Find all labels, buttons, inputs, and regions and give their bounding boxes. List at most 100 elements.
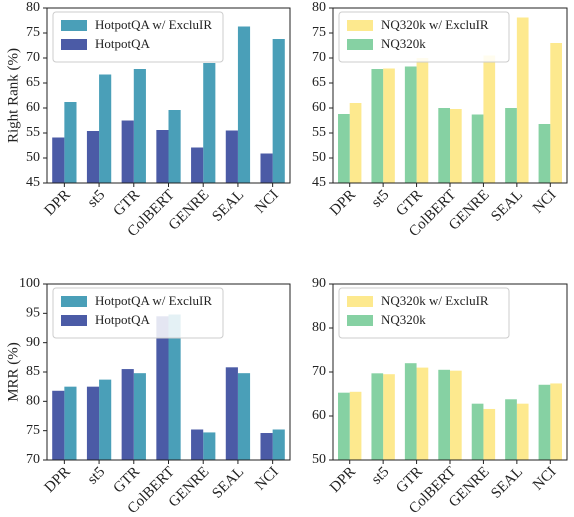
y-tick-label: 55: [26, 125, 40, 140]
legend-box: [338, 11, 510, 63]
y-tick-label: 75: [26, 25, 40, 40]
bar: [516, 403, 529, 460]
legend-swatch: [61, 39, 87, 50]
plot-frame: [46, 283, 291, 461]
x-tick-label: NCI: [252, 464, 282, 494]
y-tick-label: 75: [26, 423, 40, 438]
legend-swatch: [347, 315, 373, 326]
y-tick-label: 55: [312, 125, 326, 140]
bar: [450, 370, 462, 460]
bar: [99, 379, 112, 460]
x-tick-label: st5: [85, 464, 109, 488]
y-tick-label: 100: [19, 276, 40, 291]
legend-label: HotpotQA w/ ExcluIR: [95, 17, 212, 32]
y-tick-label: 70: [26, 452, 40, 467]
bar: [99, 74, 112, 183]
y-tick-label: 75: [312, 25, 326, 40]
bar: [371, 373, 384, 460]
legend: HotpotQA w/ ExcluIR HotpotQA: [52, 287, 224, 339]
y-tick-label: 70: [312, 364, 326, 379]
legend-label: HotpotQA: [95, 36, 151, 51]
legend-label: NQ320k: [381, 312, 426, 327]
bar: [225, 367, 238, 460]
bar: [471, 403, 484, 460]
x-tick-label: NCI: [530, 187, 560, 217]
bar: [133, 373, 146, 460]
x-tick-label: SEAL: [209, 187, 247, 225]
x-tick-label: st5: [369, 464, 393, 488]
bar: [338, 392, 350, 460]
y-tick-label: 65: [26, 75, 40, 90]
bar: [191, 147, 204, 183]
legend-box: [338, 287, 510, 339]
bar: [538, 384, 551, 460]
bar: [203, 63, 216, 183]
y-tick-label: 95: [26, 306, 40, 321]
y-tick-label: 70: [312, 50, 326, 65]
bar: [505, 108, 517, 183]
legend: NQ320k w/ ExcluIR NQ320k: [338, 287, 510, 339]
bar: [450, 109, 462, 183]
bar: [168, 314, 181, 460]
bar: [550, 383, 562, 460]
y-tick-label: 80: [312, 0, 326, 15]
bar: [64, 386, 77, 460]
bar: [203, 432, 216, 460]
y-tick-label: 90: [26, 335, 40, 350]
bar: [272, 429, 285, 460]
y-tick-label: 80: [26, 0, 40, 15]
y-axis-label: Right Rank (%): [5, 48, 21, 143]
plot-frame: [46, 7, 291, 184]
x-tick-label: SEAL: [488, 187, 526, 225]
bar: [404, 363, 417, 460]
y-tick-label: 60: [312, 100, 326, 115]
bar: [225, 130, 238, 183]
bar: [260, 433, 273, 460]
legend-swatch: [347, 20, 373, 31]
bar: [383, 374, 395, 460]
y-axis-label: MRR (%): [5, 342, 21, 402]
bar: [416, 367, 429, 460]
x-tick-label: DPR: [327, 187, 359, 219]
legend-label: NQ320k w/ ExcluIR: [381, 17, 489, 32]
legend-label: NQ320k w/ ExcluIR: [381, 293, 489, 308]
legend-label: NQ320k: [381, 36, 426, 51]
legend-swatch: [61, 20, 87, 31]
y-tick-label: 60: [312, 408, 326, 423]
legend-box: [52, 287, 224, 339]
x-tick-label: st5: [369, 187, 393, 211]
bar: [191, 429, 204, 460]
y-tick-label: 45: [26, 175, 40, 190]
x-tick-label: st5: [85, 187, 109, 211]
legend: HotpotQA w/ ExcluIR HotpotQA: [52, 11, 224, 63]
bar: [438, 369, 450, 460]
bar: [64, 102, 77, 183]
y-tick-label: 80: [26, 394, 40, 409]
bar: [121, 120, 134, 183]
y-tick-label: 45: [312, 175, 326, 190]
bar: [505, 399, 517, 460]
legend-swatch: [347, 39, 373, 50]
bar: [338, 114, 350, 183]
legend: NQ320k w/ ExcluIR NQ320k: [338, 11, 510, 63]
bar: [349, 103, 362, 183]
legend-swatch: [61, 315, 87, 326]
bar: [260, 153, 273, 183]
bar: [156, 130, 169, 183]
x-tick-label: SEAL: [488, 464, 526, 502]
x-tick-label: DPR: [327, 464, 359, 496]
y-tick-label: 90: [312, 276, 326, 291]
bar: [86, 386, 100, 460]
bar: [349, 391, 362, 460]
bar: [272, 39, 285, 183]
bar: [156, 316, 169, 460]
bar: [86, 131, 100, 183]
bar: [237, 373, 251, 460]
y-tick-label: 50: [312, 150, 326, 165]
bar: [483, 408, 496, 460]
x-tick-label: DPR: [42, 464, 74, 496]
legend-swatch: [347, 296, 373, 307]
y-tick-label: 65: [312, 75, 326, 90]
